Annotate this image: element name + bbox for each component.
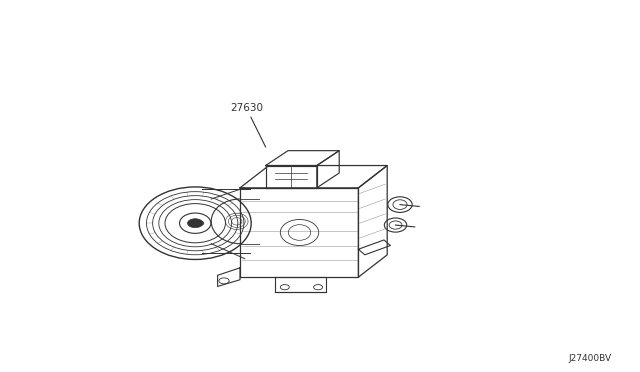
Circle shape — [188, 219, 203, 228]
Text: J27400BV: J27400BV — [568, 354, 611, 363]
Text: 27630: 27630 — [230, 103, 263, 113]
